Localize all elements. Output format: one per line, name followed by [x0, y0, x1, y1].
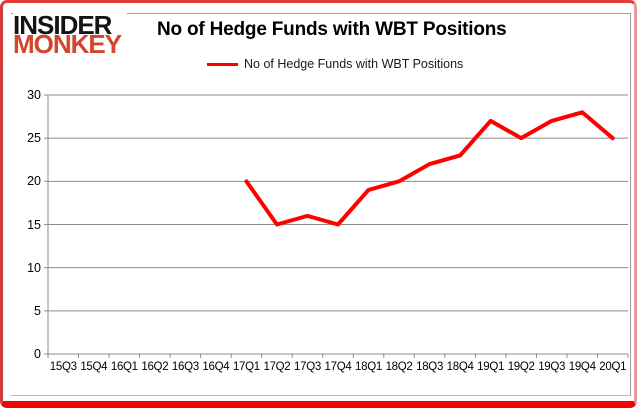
legend: No of Hedge Funds with WBT Positions [207, 57, 463, 71]
insider-monkey-logo: INSIDER MONKEY [13, 10, 128, 59]
logo-insider-text: INSIDER [13, 10, 112, 40]
plot-area [44, 94, 629, 358]
chart-title: No of Hedge Funds with WBT Positions [157, 19, 507, 40]
x-axis-tick-label: 17Q3 [294, 361, 321, 373]
x-axis-tick-label: 16Q2 [141, 361, 169, 373]
series-line [244, 110, 615, 227]
x-axis-tick-label: 19Q3 [538, 361, 566, 373]
x-axis-tick-label: 17Q2 [263, 361, 291, 373]
x-axis-tick-label: 18Q2 [385, 361, 413, 373]
y-axis-tick-label: 15 [27, 217, 41, 232]
y-axis-tick-label: 30 [27, 88, 41, 102]
x-axis-tick-label: 17Q1 [232, 361, 260, 373]
x-axis-tick-label: 18Q3 [416, 361, 444, 373]
x-axis-tick-label: 19Q2 [507, 361, 535, 373]
x-axis-tick-label: 17Q4 [324, 361, 352, 373]
x-axis-tick-label: 20Q1 [599, 361, 627, 373]
x-axis-tick-label: 18Q4 [446, 361, 474, 373]
legend-line-swatch [207, 62, 238, 66]
y-axis-tick-label: 10 [27, 260, 41, 275]
y-axis-tick-label: 5 [34, 303, 41, 318]
x-axis-tick-label: 15Q4 [80, 361, 108, 373]
x-axis-tick-label: 19Q4 [568, 361, 596, 373]
x-axis-tick-label: 16Q1 [110, 361, 138, 373]
x-axis-tick-label: 18Q1 [355, 361, 382, 373]
y-axis-tick-label: 20 [27, 174, 41, 189]
logo-monkey-text: MONKEY [13, 29, 122, 59]
y-axis-tick-label: 25 [27, 131, 41, 146]
x-axis-tick-label: 19Q1 [477, 361, 505, 373]
x-axis-tick-label: 15Q3 [49, 361, 77, 373]
x-axis-tick-label: 16Q3 [171, 361, 199, 373]
legend-label: No of Hedge Funds with WBT Positions [244, 57, 464, 71]
y-axis-tick-label: 0 [34, 347, 41, 361]
x-axis-tick-label: 16Q4 [202, 361, 230, 373]
